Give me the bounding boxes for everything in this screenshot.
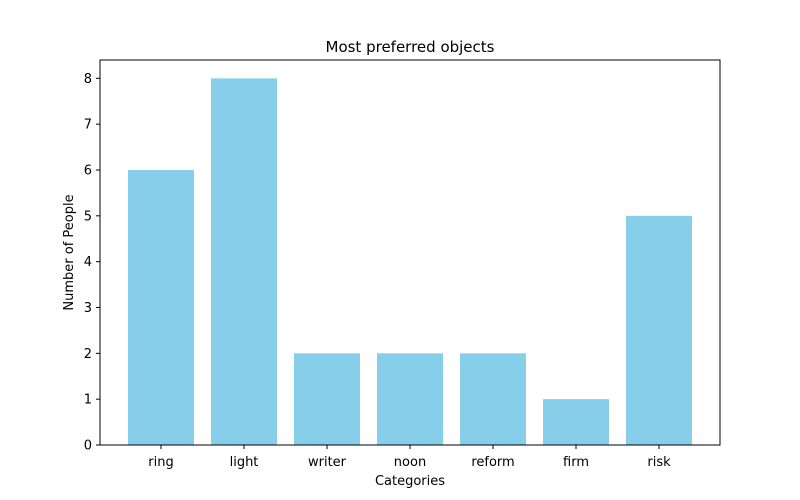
x-tick-label-light: light (230, 455, 259, 470)
x-tick-label-ring: ring (148, 455, 173, 470)
bar-reform (460, 353, 526, 445)
x-tick-label-noon: noon (394, 455, 426, 470)
x-tick-label-firm: firm (563, 455, 589, 470)
bar-writer (294, 353, 360, 445)
y-tick-label-7: 7 (84, 118, 92, 133)
y-tick-label-1: 1 (84, 393, 92, 408)
x-tick-label-writer: writer (308, 455, 347, 470)
bar-firm (543, 399, 609, 445)
y-tick-label-6: 6 (84, 164, 92, 179)
bar-ring (128, 170, 194, 445)
y-tick-label-0: 0 (84, 439, 92, 454)
x-axis-ticks: ring light writer noon reform firm risk (148, 445, 671, 470)
bar-risk (626, 215, 692, 445)
y-axis-ticks: 0 1 2 3 4 5 6 7 8 (84, 72, 100, 454)
y-tick-label-5: 5 (84, 209, 92, 224)
x-axis-label: Categories (375, 474, 445, 489)
x-tick-label-reform: reform (471, 455, 514, 470)
y-axis-label: Number of People (62, 194, 77, 310)
bars-layer (128, 78, 692, 445)
bar-light (211, 78, 277, 445)
y-tick-label-4: 4 (84, 255, 92, 270)
y-tick-label-3: 3 (84, 301, 92, 316)
y-tick-label-2: 2 (84, 347, 92, 362)
chart-title: Most preferred objects (326, 38, 495, 56)
y-tick-label-8: 8 (84, 72, 92, 87)
x-tick-label-risk: risk (647, 455, 671, 470)
bar-noon (377, 353, 443, 445)
